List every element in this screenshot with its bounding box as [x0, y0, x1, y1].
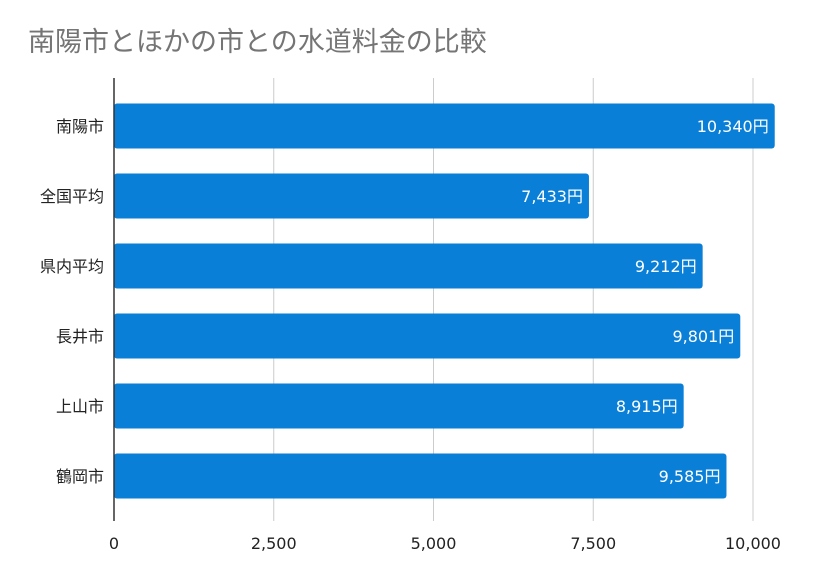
category-label: 長井市 [56, 327, 104, 346]
bar [114, 313, 741, 359]
x-tick-label: 0 [109, 534, 119, 553]
x-tick-label: 5,000 [411, 534, 457, 553]
data-label: 9,585円 [659, 467, 721, 486]
bar [114, 453, 727, 499]
bar [114, 383, 684, 429]
data-label: 10,340円 [697, 117, 769, 136]
data-label: 9,801円 [672, 327, 734, 346]
category-label: 鶴岡市 [56, 467, 104, 486]
data-label: 8,915円 [616, 397, 678, 416]
chart-title: 南陽市とほかの市との水道料金の比較 [28, 27, 487, 58]
bar [114, 173, 589, 219]
category-label: 全国平均 [40, 187, 104, 206]
bar [114, 103, 775, 149]
data-label: 7,433円 [521, 187, 583, 206]
data-label: 9,212円 [635, 257, 697, 276]
bar [114, 243, 703, 289]
x-tick-label: 2,500 [251, 534, 297, 553]
x-tick-label: 7,500 [570, 534, 616, 553]
x-tick-label: 10,000 [725, 534, 781, 553]
category-label: 上山市 [56, 397, 104, 416]
category-label: 県内平均 [40, 257, 104, 276]
category-label: 南陽市 [56, 117, 104, 136]
